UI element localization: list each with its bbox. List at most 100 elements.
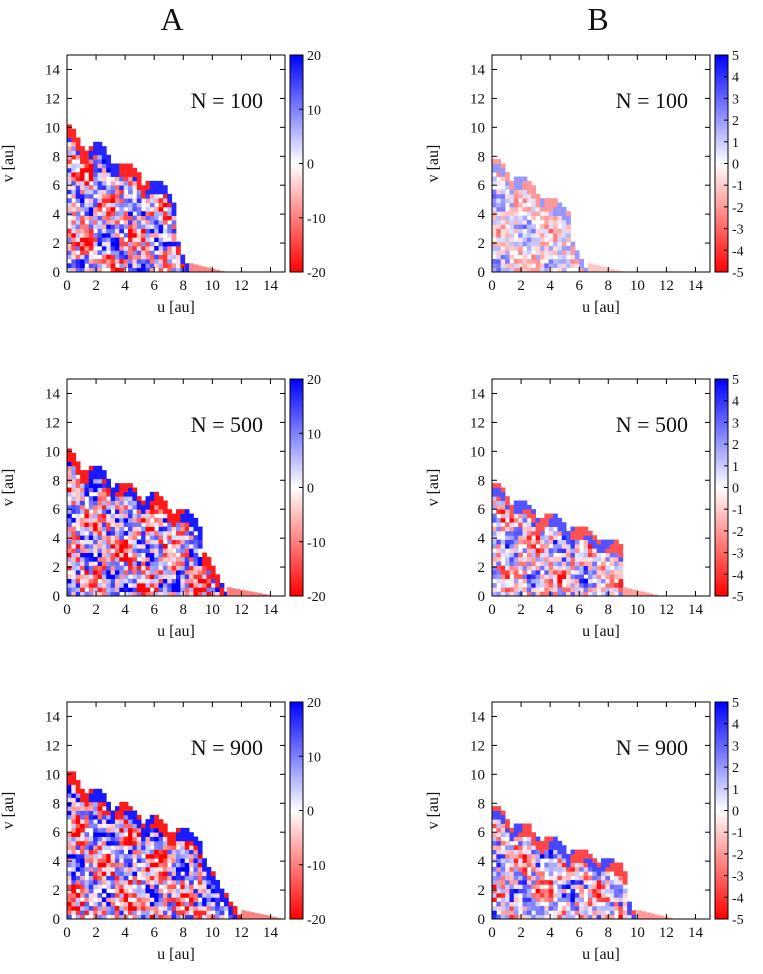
heatmap-cell — [570, 849, 576, 855]
heatmap-cell — [75, 137, 81, 143]
heatmap-cell — [123, 871, 129, 876]
heatmap-cell — [110, 901, 116, 907]
heatmap-cell — [518, 832, 523, 837]
heatmap-cell — [97, 206, 103, 212]
heatmap-cell — [518, 245, 523, 251]
heatmap-cell — [71, 232, 77, 238]
heatmap-cell — [75, 224, 81, 229]
heatmap-cell — [202, 871, 207, 876]
heatmap-cell — [202, 910, 207, 916]
heatmap-cell — [601, 892, 606, 898]
heatmap-cell — [93, 172, 98, 177]
heatmap-cell — [210, 914, 216, 920]
y-axis-label: v [au] — [425, 469, 442, 507]
plot-frame — [491, 54, 711, 273]
heatmap-cell — [544, 591, 550, 597]
heatmap-cell — [505, 853, 510, 859]
heatmap-cell — [141, 888, 146, 894]
heatmap-cell — [93, 237, 98, 243]
heatmap-cell — [570, 561, 576, 567]
heatmap-cell — [587, 530, 593, 536]
heatmap-cell — [75, 780, 81, 785]
heatmap-cell — [145, 853, 151, 859]
heatmap-cell — [566, 215, 571, 221]
heatmap-cell — [119, 215, 125, 221]
heatmap-cell — [513, 845, 519, 850]
heatmap-cell — [162, 219, 168, 225]
heatmap-cell — [184, 853, 190, 859]
heatmap-cell — [67, 470, 72, 475]
heatmap-cell — [97, 862, 103, 868]
heatmap-cell — [75, 836, 81, 842]
heatmap-cell — [219, 910, 225, 916]
heatmap-cell — [114, 814, 120, 820]
heatmap-cell — [80, 871, 85, 876]
heatmap-cell — [215, 574, 220, 580]
y-tick-label: 4 — [478, 531, 486, 547]
heatmap-cell — [522, 180, 528, 186]
heatmap-cell — [197, 530, 203, 536]
heatmap-cell — [71, 224, 77, 229]
heatmap-cell — [522, 219, 528, 225]
heatmap-cell — [114, 487, 120, 493]
heatmap-cell — [505, 905, 510, 911]
heatmap-cell — [75, 543, 81, 549]
heatmap-cell — [496, 901, 502, 907]
heatmap-cell — [101, 866, 107, 872]
heatmap-cell — [505, 819, 510, 824]
heatmap-cell — [167, 892, 173, 898]
heatmap-cell — [176, 897, 181, 903]
heatmap-cell — [193, 517, 199, 523]
heatmap-cell — [80, 862, 85, 868]
heatmap-cell — [158, 910, 164, 916]
heatmap-cell — [535, 591, 541, 597]
heatmap-cell — [67, 780, 72, 785]
heatmap-cell — [101, 801, 107, 807]
heatmap-cell — [167, 206, 173, 212]
heatmap-cell — [189, 591, 194, 597]
heatmap-cell — [548, 215, 554, 221]
heatmap-cell — [193, 905, 199, 911]
heatmap-cell — [149, 185, 155, 190]
heatmap-cell — [106, 193, 111, 199]
x-tick-label: 10 — [630, 925, 645, 941]
heatmap-cell — [88, 845, 94, 850]
heatmap-cell — [518, 888, 523, 894]
heatmap-cell — [189, 574, 194, 580]
x-axis-label: u [au] — [157, 623, 195, 640]
heatmap-cell — [106, 224, 111, 229]
heatmap-cell — [544, 853, 550, 859]
colorbar-tick-label: 1 — [732, 783, 739, 798]
heatmap-cell — [601, 888, 606, 894]
heatmap-cell — [509, 827, 515, 833]
heatmap-cell — [522, 905, 528, 911]
heatmap-cell — [505, 241, 510, 247]
heatmap-cell — [193, 526, 199, 532]
heatmap-cell — [123, 892, 129, 898]
heatmap-cell — [123, 185, 129, 190]
heatmap-cell — [539, 591, 545, 597]
heatmap-cell — [557, 888, 563, 894]
heatmap-cell — [158, 504, 164, 510]
heatmap-cell — [526, 884, 532, 890]
heatmap-cell — [97, 797, 103, 803]
heatmap-cell — [496, 241, 502, 247]
y-tick-label: 2 — [478, 560, 486, 576]
heatmap-cell — [522, 267, 528, 273]
x-tick-label: 0 — [488, 602, 496, 618]
heatmap-cell — [579, 582, 584, 588]
heatmap-cell — [97, 465, 103, 471]
heatmap-cell — [97, 905, 103, 911]
heatmap-cell — [539, 565, 545, 571]
heatmap-cell — [67, 500, 72, 506]
heatmap-cell — [557, 548, 563, 553]
heatmap-cell — [141, 517, 146, 523]
heatmap-cells — [67, 124, 225, 273]
heatmap-cell — [535, 237, 541, 243]
heatmap-cell — [114, 500, 120, 506]
heatmap-cell — [535, 836, 541, 842]
heatmap-cell — [500, 897, 506, 903]
heatmap-cell — [93, 224, 98, 229]
heatmap-cell — [136, 530, 142, 536]
heatmap-cell — [522, 254, 528, 260]
